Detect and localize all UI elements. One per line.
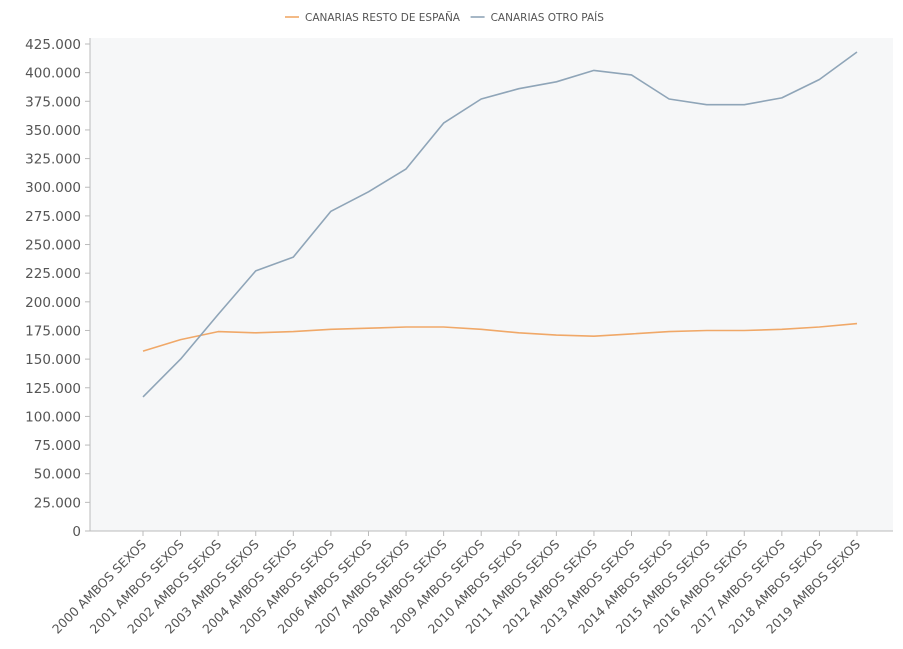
y-tick-label: 50.000 bbox=[34, 467, 81, 483]
y-tick-label: 100.000 bbox=[25, 409, 81, 425]
y-tick-label: 300.000 bbox=[25, 180, 81, 196]
y-axis-ticks: 0 25.000 50.000 75.000 100.000 125.000 150.000… bbox=[25, 37, 90, 540]
y-tick-label: 350.000 bbox=[25, 123, 81, 139]
plot-area bbox=[90, 38, 893, 531]
y-tick-label: 0 bbox=[72, 524, 81, 540]
legend-label-2: CANARIAS OTRO PAÍS bbox=[491, 11, 605, 24]
y-tick-label: 375.000 bbox=[25, 94, 81, 110]
y-tick-label: 175.000 bbox=[25, 323, 81, 339]
y-tick-label: 400.000 bbox=[25, 66, 81, 82]
legend: CANARIAS RESTO DE ESPAÑA CANARIAS OTRO PA… bbox=[285, 11, 604, 24]
y-tick-label: 250.000 bbox=[25, 238, 81, 254]
y-tick-label: 125.000 bbox=[25, 381, 81, 397]
plot-background bbox=[90, 38, 893, 531]
legend-label-1: CANARIAS RESTO DE ESPAÑA bbox=[305, 11, 461, 24]
y-tick-label: 425.000 bbox=[25, 37, 81, 53]
y-tick-label: 225.000 bbox=[25, 266, 81, 282]
y-tick-label: 200.000 bbox=[25, 295, 81, 311]
y-tick-label: 325.000 bbox=[25, 152, 81, 168]
y-tick-label: 75.000 bbox=[34, 438, 81, 454]
y-tick-label: 25.000 bbox=[34, 495, 81, 511]
y-tick-label: 275.000 bbox=[25, 209, 81, 225]
y-tick-label: 150.000 bbox=[25, 352, 81, 368]
